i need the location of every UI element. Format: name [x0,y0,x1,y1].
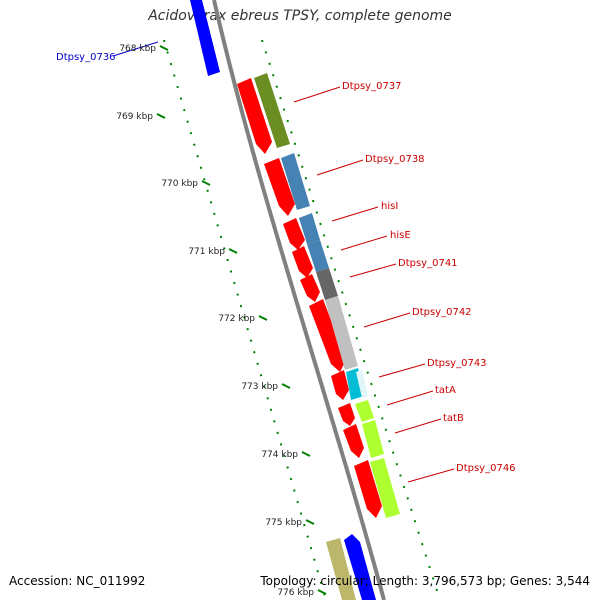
gene-label-dtpsy-0737[interactable]: Dtpsy_0737 [342,81,402,92]
feature-tatb[interactable] [362,420,384,458]
feature-0743b[interactable] [356,370,368,398]
tick-marks [156,45,327,595]
cds-arrow-0746[interactable] [354,460,382,518]
tick-label: 773 kbp [241,382,278,392]
cds-lane [237,78,382,518]
gene-label-tata[interactable]: tatA [435,385,456,396]
cds-arrow-0737[interactable] [237,78,272,154]
accession-value: NC_011992 [76,574,146,588]
map-title: Acidovorax ebreus TPSY, complete genome [148,8,452,24]
leader-lines [112,41,455,483]
gene-label-hisi[interactable]: hisI [381,201,398,212]
cds-arrow-hisi[interactable] [283,218,305,250]
feature-hisi[interactable] [299,213,320,244]
gene-label-tatb[interactable]: tatB [443,413,464,424]
accession-text: Accession: NC_011992 [9,574,145,588]
gene-label-dtpsy-0741[interactable]: Dtpsy_0741 [398,258,458,269]
tick-label: 769 kbp [116,112,153,122]
gene-label-dtpsy-0743[interactable]: Dtpsy_0743 [427,358,487,369]
gene-dtpsy-0736[interactable] [190,0,220,76]
tick-mark [201,180,211,186]
tick-mark [228,248,238,254]
tick-label: 770 kbp [161,179,198,189]
gene-label-dtpsy-0736[interactable]: Dtpsy_0736 [56,52,116,63]
tick-mark [159,45,169,51]
feature-0741[interactable] [316,268,338,300]
tick-ring-inner [163,39,327,600]
cds-arrow-0741[interactable] [300,274,320,302]
feature-tata[interactable] [355,400,374,422]
tick-mark [258,315,268,321]
tick-ring-outer [261,39,441,600]
cds-arrow-tata[interactable] [338,403,355,426]
cds-arrow-0743[interactable] [331,370,349,400]
tick-label: 772 kbp [218,314,255,324]
cds-arrow-0742[interactable] [309,299,346,372]
feature-hise[interactable] [307,240,329,272]
accession-label: Accession: [9,574,73,588]
cds-arrow-hise[interactable] [292,246,313,278]
gene-label-dtpsy-0738[interactable]: Dtpsy_0738 [365,154,425,165]
gene-bottom-blue[interactable] [344,534,376,600]
tick-label: 775 kbp [265,518,302,528]
topology-text: Topology: circular; Length: 3,796,573 bp… [260,574,590,588]
feature-0742[interactable] [325,296,358,370]
tick-label: 776 kbp [277,588,314,598]
cds-arrow-0738[interactable] [264,158,295,216]
feature-lane [254,73,400,518]
tick-mark [281,383,291,389]
gene-labels: Dtpsy_0736 Dtpsy_0737 Dtpsy_0738 hisI hisE Dt… [56,52,516,474]
tick-mark [301,451,311,457]
gene-label-hise[interactable]: hisE [390,230,411,241]
tick-mark [317,589,327,595]
feature-0746[interactable] [370,458,400,518]
backbone [212,0,386,600]
feature-0737[interactable] [254,73,290,148]
gene-label-dtpsy-0746[interactable]: Dtpsy_0746 [456,463,516,474]
tick-label: 768 kbp [119,44,156,54]
tick-labels: 768 kbp 769 kbp 770 kbp 771 kbp 772 kbp 773 k… [116,44,314,598]
cds-arrow-tatb[interactable] [343,424,364,458]
tick-label: 774 kbp [261,450,298,460]
gene-bottom-khaki[interactable] [326,538,356,600]
tick-mark [156,113,166,119]
gene-label-dtpsy-0742[interactable]: Dtpsy_0742 [412,307,472,318]
tick-mark [305,519,315,525]
tick-label: 771 kbp [188,247,225,257]
feature-0738[interactable] [281,153,310,210]
